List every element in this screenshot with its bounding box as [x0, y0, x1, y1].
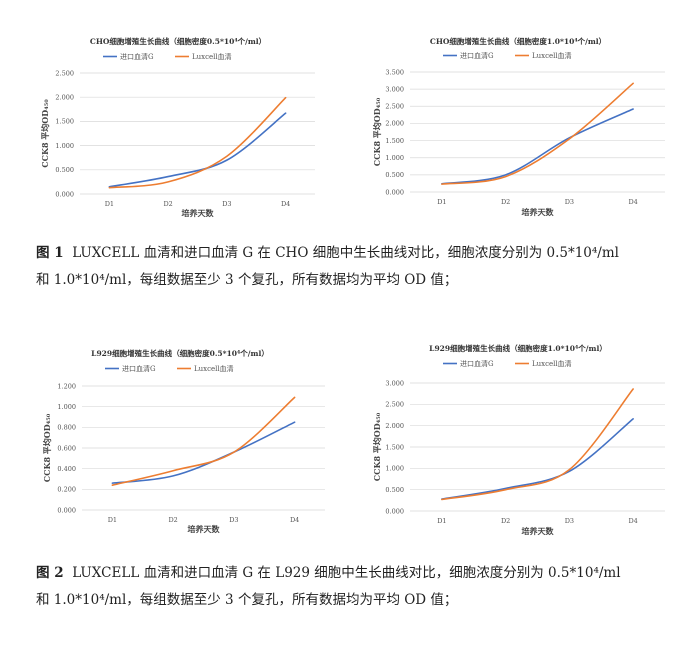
y-tick-label: 3.000: [385, 85, 404, 93]
y-tick-label: 0.000: [57, 506, 76, 514]
chart-cho-0-5: CHO细胞增殖生长曲线（细胞密度0.5*10⁴个/ml） 进口血清G Luxcell…: [40, 30, 320, 230]
x-tick-label: D2: [163, 200, 172, 208]
caption-text: LUXCELL 血清和进口血清 G 在 CHO 细胞中生长曲线对比，细胞浓度分别…: [72, 245, 619, 261]
x-tick-label: D4: [290, 516, 299, 524]
x-axis-label: 培养天数: [188, 524, 221, 534]
x-tick-label: D1: [437, 517, 446, 525]
series-line: [441, 82, 634, 185]
y-tick-label: 0.600: [57, 444, 76, 452]
legend-label: Luxcell血清: [192, 52, 232, 61]
x-axis-label: 培养天数: [522, 207, 555, 217]
x-tick-label: D4: [628, 517, 637, 525]
y-tick-label: 0.000: [385, 188, 404, 196]
x-tick-label: D4: [281, 200, 290, 208]
x-tick-label: D3: [222, 200, 231, 208]
x-axis-label: 培养天数: [182, 208, 215, 218]
chart-title: CHO细胞增殖生长曲线（细胞密度0.5*10⁴个/ml）: [90, 36, 266, 46]
y-tick-label: 1.000: [385, 154, 404, 162]
y-tick-label: 0.000: [55, 190, 74, 198]
legend-label: Luxcell血清: [532, 359, 572, 368]
series-line: [108, 112, 287, 188]
chart-title: L929细胞增殖生长曲线（细胞密度0.5*10⁴个/ml）: [91, 348, 269, 358]
y-tick-label: 3.500: [385, 68, 404, 76]
caption-label: 图 1: [36, 245, 64, 261]
y-axis-label: CCK8 平均OD₄₅₀: [372, 97, 382, 166]
caption-text: LUXCELL 血清和进口血清 G 在 L929 细胞中生长曲线对比，细胞浓度分…: [72, 565, 621, 581]
series-line: [111, 421, 296, 484]
legend-label: 进口血清G: [460, 51, 494, 60]
y-tick-label: 0.500: [385, 486, 404, 494]
legend-label: Luxcell血清: [194, 364, 234, 373]
y-tick-label: 2.000: [385, 422, 404, 430]
x-tick-label: D1: [437, 198, 446, 206]
y-tick-label: 0.500: [55, 166, 74, 174]
chart-title: L929细胞增殖生长曲线（细胞密度1.0*10⁴个/ml）: [429, 343, 607, 353]
series-line: [441, 108, 634, 185]
y-tick-label: 0.800: [57, 424, 76, 432]
legend-label: 进口血清G: [122, 364, 156, 373]
caption-text: 和 1.0*10⁴/ml，每组数据至少 3 个复孔，所有数据均为平均 OD 值；: [36, 272, 458, 288]
y-axis-label: CCK8 平均OD₄₅₀: [40, 99, 50, 168]
series-line: [108, 96, 287, 189]
y-tick-label: 1.500: [385, 137, 404, 145]
y-tick-label: 0.400: [57, 465, 76, 473]
series-line: [111, 396, 296, 486]
x-tick-label: D4: [628, 198, 637, 206]
y-axis-label: CCK8 平均OD₄₅₀: [372, 412, 382, 481]
x-axis-label: 培养天数: [522, 526, 555, 536]
caption-label: 图 2: [36, 565, 64, 581]
y-tick-label: 2.000: [385, 120, 404, 128]
x-tick-label: D3: [229, 516, 238, 524]
x-tick-label: D2: [501, 198, 510, 206]
chart-l929-1-0: L929细胞增殖生长曲线（细胞密度1.0*10⁴个/ml） 进口血清G Luxcel…: [370, 338, 670, 542]
series-line: [441, 418, 634, 500]
x-tick-label: D3: [565, 198, 574, 206]
y-tick-label: 1.000: [57, 403, 76, 411]
figure-caption-2: 图 2 LUXCELL 血清和进口血清 G 在 L929 细胞中生长曲线对比，细…: [36, 560, 666, 614]
legend-label: 进口血清G: [460, 359, 494, 368]
legend-label: Luxcell血清: [532, 51, 572, 60]
series-line: [441, 388, 634, 501]
chart-l929-0-5: L929细胞增殖生长曲线（细胞密度0.5*10⁴个/ml） 进口血清G Luxcel…: [40, 342, 330, 542]
x-tick-label: D1: [108, 516, 117, 524]
y-tick-label: 2.500: [55, 69, 74, 77]
x-tick-label: D3: [565, 517, 574, 525]
y-tick-label: 0.000: [385, 507, 404, 515]
legend-label: 进口血清G: [120, 52, 154, 61]
x-tick-label: D2: [168, 516, 177, 524]
chart-cho-1-0: CHO细胞增殖生长曲线（细胞密度1.0*10⁴个/ml） 进口血清G Luxcell…: [370, 30, 670, 230]
y-tick-label: 1.000: [385, 465, 404, 473]
y-tick-label: 1.500: [385, 443, 404, 451]
y-tick-label: 2.000: [55, 94, 74, 102]
caption-text: 和 1.0*10⁴/ml，每组数据至少 3 个复孔，所有数据均为平均 OD 值；: [36, 592, 458, 608]
x-tick-label: D1: [105, 200, 114, 208]
figure-caption-1: 图 1 LUXCELL 血清和进口血清 G 在 CHO 细胞中生长曲线对比，细胞…: [36, 240, 666, 294]
y-tick-label: 2.500: [385, 103, 404, 111]
x-tick-label: D2: [501, 517, 510, 525]
y-axis-label: CCK8 平均OD₄₅₀: [42, 413, 52, 482]
y-tick-label: 0.200: [57, 486, 76, 494]
y-tick-label: 2.500: [385, 401, 404, 409]
y-tick-label: 1.000: [55, 142, 74, 150]
y-tick-label: 0.500: [385, 171, 404, 179]
y-tick-label: 1.200: [57, 382, 76, 390]
y-tick-label: 1.500: [55, 118, 74, 126]
chart-title: CHO细胞增殖生长曲线（细胞密度1.0*10⁴个/ml）: [430, 36, 606, 46]
y-tick-label: 3.000: [385, 379, 404, 387]
